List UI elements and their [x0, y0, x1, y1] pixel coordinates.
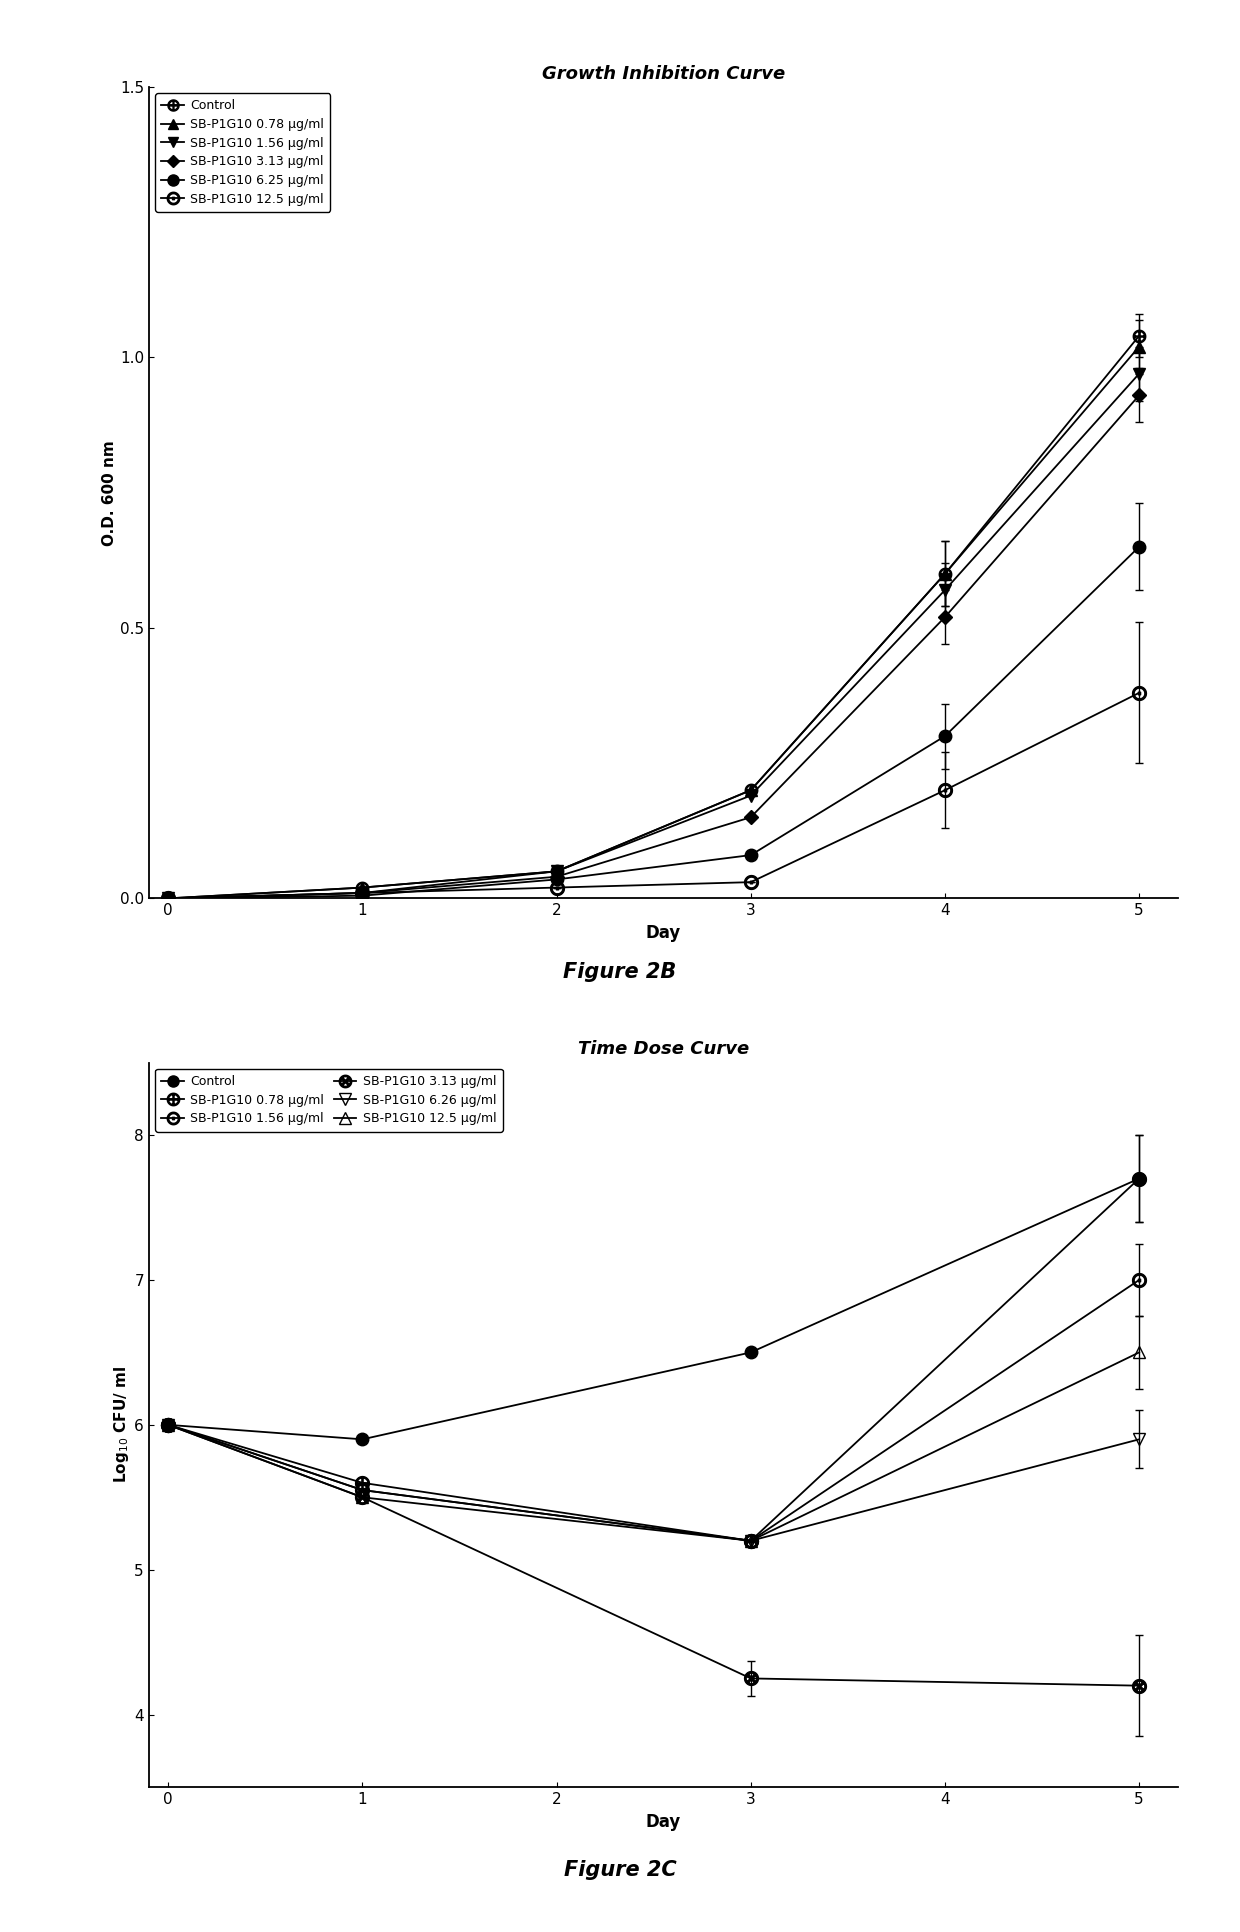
Title: Time Dose Curve: Time Dose Curve: [578, 1039, 749, 1059]
Legend: Control, SB-P1G10 0.78 μg/ml, SB-P1G10 1.56 μg/ml, SB-P1G10 3.13 μg/ml, SB-P1G10: Control, SB-P1G10 0.78 μg/ml, SB-P1G10 1…: [155, 1068, 502, 1132]
Text: Figure 2C: Figure 2C: [564, 1861, 676, 1880]
Y-axis label: O.D. 600 nm: O.D. 600 nm: [102, 440, 117, 545]
Y-axis label: Log$_{10}$ CFU/ ml: Log$_{10}$ CFU/ ml: [113, 1366, 131, 1484]
X-axis label: Day: Day: [646, 923, 681, 941]
Legend: Control, SB-P1G10 0.78 μg/ml, SB-P1G10 1.56 μg/ml, SB-P1G10 3.13 μg/ml, SB-P1G10: Control, SB-P1G10 0.78 μg/ml, SB-P1G10 1…: [155, 93, 330, 213]
X-axis label: Day: Day: [646, 1812, 681, 1830]
Text: Figure 2B: Figure 2B: [563, 962, 677, 981]
Title: Growth Inhibition Curve: Growth Inhibition Curve: [542, 64, 785, 83]
